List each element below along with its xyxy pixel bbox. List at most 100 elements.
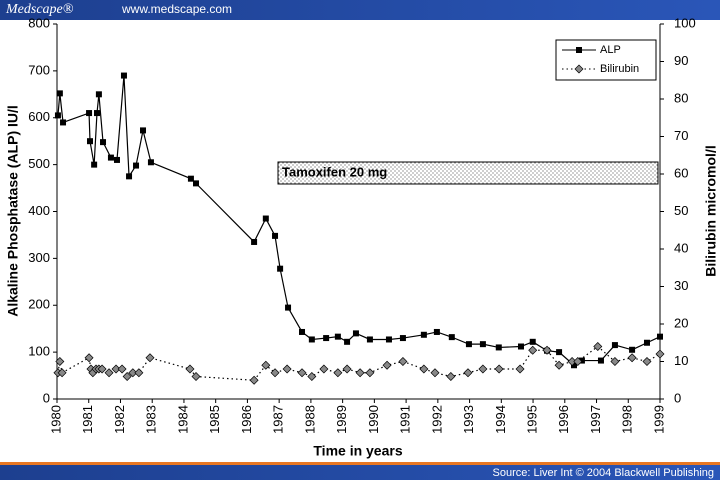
point: [261, 360, 271, 370]
point: [185, 364, 195, 374]
x-tick-label: 1980: [48, 405, 63, 434]
source: Source: Liver Int © 2004 Blackwell Publi…: [493, 467, 715, 479]
x-tick-label: 1994: [493, 405, 508, 434]
legend-marker: [574, 64, 584, 74]
point: [420, 331, 427, 338]
point: [433, 328, 440, 335]
point: [446, 372, 456, 381]
point: [95, 91, 102, 98]
legend-label: ALP: [600, 44, 621, 56]
y2-tick-label: 40: [674, 240, 688, 255]
point: [333, 368, 343, 378]
point: [610, 357, 620, 366]
point: [479, 341, 486, 348]
point: [642, 357, 652, 366]
point: [334, 333, 341, 340]
y-tick-label: 600: [28, 109, 50, 124]
point: [97, 364, 107, 374]
point: [448, 334, 455, 341]
point: [554, 360, 564, 370]
y2-tick-label: 10: [674, 353, 688, 368]
x-tick-label: 1991: [398, 405, 413, 434]
point: [578, 357, 585, 364]
point: [272, 232, 279, 239]
point: [342, 364, 352, 374]
point: [122, 372, 132, 381]
point: [463, 368, 473, 378]
annotation: Tamoxifen 20 mg: [282, 164, 387, 179]
point: [573, 357, 583, 366]
point: [627, 353, 637, 363]
point: [382, 360, 392, 370]
point: [352, 330, 359, 337]
point: [191, 372, 201, 381]
series-line: [57, 345, 661, 381]
point: [249, 375, 259, 385]
point: [365, 368, 375, 378]
x-tick-label: 1982: [112, 405, 127, 434]
point: [134, 368, 144, 378]
annotation-box: [277, 161, 659, 185]
point: [399, 335, 406, 342]
y2-tick-label: 60: [674, 165, 688, 180]
x-tick-label: 1984: [175, 405, 190, 434]
point: [355, 368, 365, 378]
point: [107, 154, 114, 161]
point: [113, 156, 120, 163]
point: [54, 112, 61, 119]
x-tick-label: 1997: [588, 405, 603, 434]
legend-label: Bilirubin: [600, 63, 639, 75]
point: [366, 336, 373, 343]
point: [515, 364, 525, 374]
y2-tick-label: 50: [674, 203, 688, 218]
point: [87, 138, 94, 145]
x-axis-label: Time in years: [313, 443, 402, 459]
y-tick-label: 700: [28, 62, 50, 77]
point: [430, 368, 440, 378]
x-tick-label: 1986: [239, 405, 254, 434]
point: [655, 349, 665, 359]
point: [100, 139, 107, 146]
point: [398, 357, 408, 366]
point: [319, 364, 329, 374]
point: [56, 90, 63, 97]
point: [93, 110, 100, 117]
point: [57, 368, 67, 378]
y2-tick-label: 80: [674, 90, 688, 105]
point: [193, 180, 200, 187]
point: [465, 341, 472, 348]
point: [285, 304, 292, 311]
point: [657, 333, 663, 340]
legend-box: [555, 39, 657, 81]
point: [528, 345, 538, 355]
y2-tick-label: 0: [674, 390, 681, 405]
x-tick-label: 1992: [429, 405, 444, 434]
y2-tick-label: 100: [674, 15, 696, 30]
point: [593, 342, 603, 351]
point: [495, 344, 502, 351]
point: [494, 364, 504, 374]
point: [542, 345, 552, 355]
x-tick-label: 1983: [144, 405, 159, 434]
point: [133, 162, 140, 169]
point: [120, 72, 127, 79]
point: [187, 175, 194, 182]
point: [128, 368, 138, 378]
y-tick-label: 500: [28, 156, 50, 171]
footer-bar: [0, 465, 720, 480]
x-tick-label: 1990: [366, 405, 381, 434]
point: [419, 364, 429, 374]
point: [385, 336, 392, 343]
point: [140, 127, 147, 134]
point: [60, 119, 67, 126]
point: [111, 364, 121, 374]
point: [307, 372, 317, 381]
point: [251, 238, 258, 245]
point: [277, 265, 284, 272]
y2-tick-label: 20: [674, 315, 688, 330]
y-axis-label: Alkaline Phosphatase (ALP) IU/l: [5, 105, 21, 317]
point: [308, 336, 315, 343]
point: [86, 110, 93, 117]
point: [282, 364, 292, 374]
